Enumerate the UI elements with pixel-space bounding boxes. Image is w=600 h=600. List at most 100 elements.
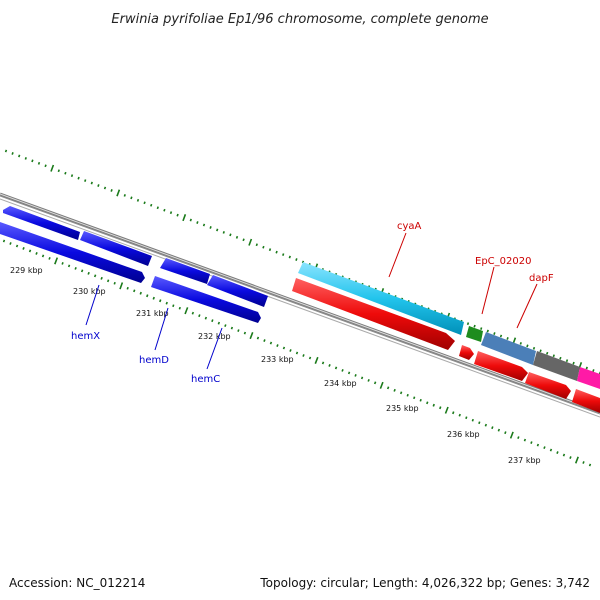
tick-mark	[57, 169, 60, 173]
tick-mark	[182, 214, 187, 222]
gene-red-2	[459, 345, 474, 360]
tick-mark	[262, 245, 265, 249]
tick-mark	[4, 149, 8, 153]
tick-mark	[419, 398, 422, 402]
tick-mark	[235, 235, 239, 239]
tick-mark	[543, 446, 546, 450]
tick-mark	[308, 356, 312, 360]
tick-mark	[93, 274, 97, 278]
tick-mark	[150, 203, 153, 207]
tick-mark	[191, 311, 195, 315]
gene-gray	[533, 351, 580, 381]
tick-mark	[113, 281, 116, 285]
tick-mark	[556, 451, 559, 454]
tick-mark	[198, 314, 201, 318]
tick-mark	[347, 371, 351, 375]
tick-mark	[202, 223, 206, 227]
tick-mark	[552, 354, 555, 358]
tick-mark	[491, 426, 494, 430]
tick-mark	[248, 238, 253, 246]
gene-red-1	[292, 278, 455, 350]
tick-mark	[133, 289, 136, 293]
tick-mark	[288, 255, 291, 259]
gene-red-5	[572, 389, 600, 413]
tick-mark	[249, 332, 254, 340]
tick-mark	[184, 307, 189, 315]
tick-mark	[169, 211, 173, 215]
tick-mark	[123, 194, 126, 197]
tick-mark	[517, 436, 520, 440]
tick-mark	[406, 393, 409, 397]
tick-mark	[110, 189, 113, 192]
tick-mark	[499, 334, 503, 338]
tick-mark	[15, 244, 19, 248]
gene-blue-hemD	[160, 258, 210, 284]
tick-mark	[74, 266, 77, 270]
tick-mark	[209, 226, 212, 229]
outer-strand-genes	[3, 206, 600, 389]
map-title: Erwinia pyrifoliae Ep1/96 chromosome, co…	[111, 12, 488, 27]
tick-mark	[386, 386, 390, 390]
tick-mark	[509, 431, 514, 439]
tick-mark	[532, 346, 536, 350]
tick-mark	[67, 264, 71, 268]
tick-mark	[367, 378, 370, 382]
tick-mark	[341, 368, 344, 372]
tick-mark	[328, 364, 331, 367]
tick-mark	[574, 456, 579, 464]
tick-mark	[103, 186, 107, 190]
tick-mark	[269, 341, 273, 345]
tick-mark	[229, 233, 232, 237]
tick-mark	[360, 376, 364, 380]
tick-mark	[458, 413, 461, 417]
gene-label-leaders	[85, 232, 538, 370]
tick-mark	[106, 279, 110, 283]
tick-mark	[146, 294, 149, 298]
gene-blue-hemX	[80, 231, 152, 266]
tick-labels: 229 kbp 230 kbp 231 kbp 232 kbp 233 kbp …	[10, 266, 541, 465]
tick-mark	[444, 406, 449, 414]
tick-mark	[97, 184, 100, 187]
gene-label-dapF: dapF	[529, 273, 554, 284]
tick-mark	[70, 174, 74, 178]
gene-blue-3	[151, 276, 261, 323]
tick-mark	[119, 282, 124, 290]
tick-mark	[530, 441, 533, 444]
tick-mark	[84, 179, 87, 182]
tick-mark	[24, 157, 27, 160]
tick-mark	[559, 356, 562, 360]
tick-label: 235 kbp	[386, 404, 419, 413]
tick-mark	[37, 161, 41, 165]
tick-mark	[256, 336, 260, 340]
tick-mark	[486, 329, 489, 333]
tick-mark	[50, 164, 55, 172]
tick-mark	[48, 256, 51, 260]
tick-mark	[592, 369, 595, 372]
tick-mark	[295, 258, 298, 261]
tick-mark	[276, 344, 279, 347]
tick-mark	[243, 331, 247, 335]
tick-mark	[572, 361, 575, 365]
gene-green-EpC_02020	[466, 326, 483, 342]
tick-mark	[222, 231, 225, 234]
tick-mark	[465, 416, 468, 420]
tick-mark	[539, 349, 542, 353]
accession-text: Accession: NC_012214	[9, 576, 145, 590]
tick-label: 233 kbp	[261, 355, 294, 364]
tick-mark	[35, 252, 38, 255]
tick-mark	[526, 344, 529, 348]
tick-label: 229 kbp	[10, 266, 43, 275]
tick-mark	[432, 403, 435, 407]
tick-mark	[399, 391, 403, 395]
tick-mark	[549, 448, 553, 452]
tick-mark	[473, 324, 476, 328]
tick-mark	[379, 381, 384, 389]
tick-mark	[480, 327, 483, 330]
tick-mark	[354, 374, 357, 377]
tick-mark	[28, 249, 32, 253]
tick-mark	[61, 262, 64, 265]
gene-cyan-cyaA	[298, 262, 464, 335]
tick-mark	[77, 176, 80, 180]
gene-label-hemX: hemX	[71, 331, 100, 342]
